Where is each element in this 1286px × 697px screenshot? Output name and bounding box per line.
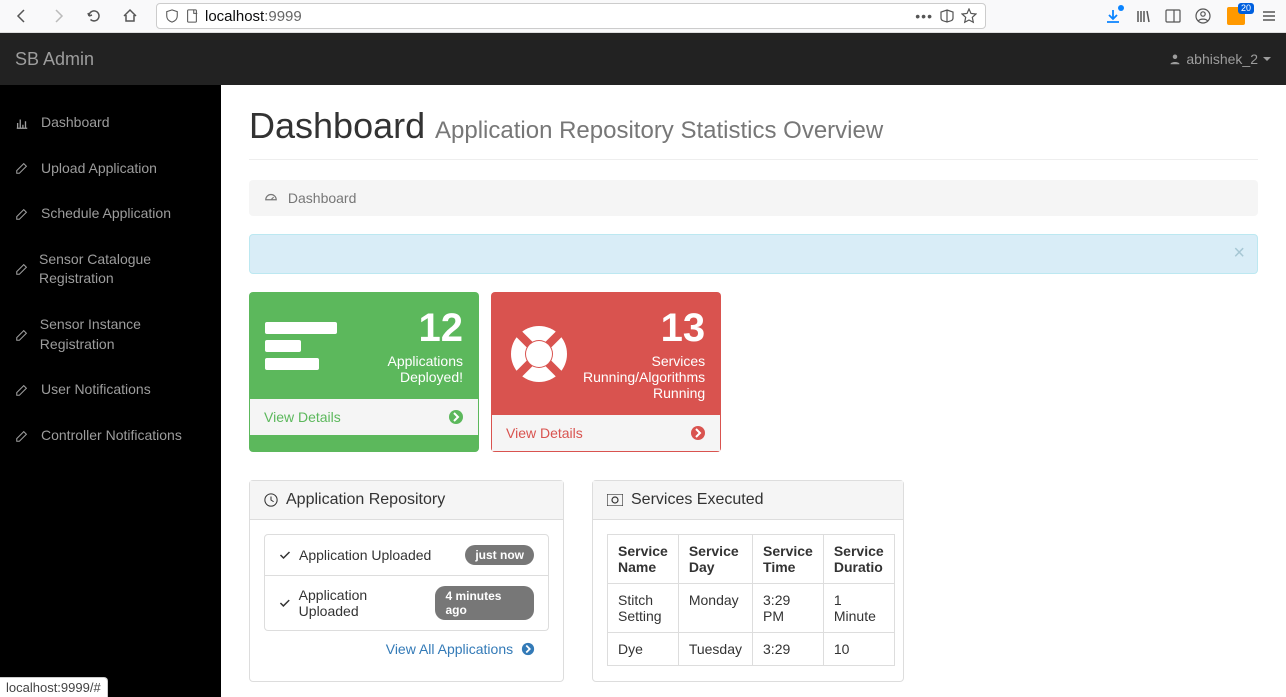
shield-icon bbox=[165, 9, 179, 23]
breadcrumb-text: Dashboard bbox=[288, 190, 357, 206]
main-content: Dashboard Application Repository Statist… bbox=[221, 85, 1286, 697]
sidebar-icon[interactable] bbox=[1164, 7, 1182, 25]
star-icon[interactable] bbox=[961, 8, 977, 24]
account-icon[interactable] bbox=[1194, 7, 1212, 25]
table-row: Stitch SettingMonday3:29 PM1 Minute bbox=[608, 584, 895, 633]
sidebar: Dashboard Upload Application Schedule Ap… bbox=[0, 85, 221, 697]
dashboard-icon bbox=[264, 190, 282, 206]
list-item[interactable]: Application Uploaded4 minutes ago bbox=[264, 576, 549, 631]
extension-icon[interactable]: 20 bbox=[1224, 7, 1248, 25]
list-item[interactable]: Application Uploadedjust now bbox=[264, 534, 549, 576]
time-badge: just now bbox=[465, 545, 534, 565]
user-menu[interactable]: abhishek_2 bbox=[1169, 51, 1271, 67]
sidebar-item-controller-notifications[interactable]: Controller Notifications bbox=[0, 413, 221, 459]
table-header: Service Duratio bbox=[823, 535, 894, 584]
arrow-circle-right-icon bbox=[521, 642, 535, 656]
caret-down-icon bbox=[1263, 55, 1271, 63]
table-header: Service Day bbox=[678, 535, 752, 584]
chart-icon bbox=[15, 116, 31, 130]
edit-icon bbox=[15, 161, 31, 175]
repo-panel: Application Repository Application Uploa… bbox=[249, 480, 564, 682]
sidebar-label: Upload Application bbox=[41, 159, 157, 179]
page-header: Dashboard Application Repository Statist… bbox=[249, 105, 1258, 160]
arrow-circle-right-icon bbox=[690, 425, 706, 441]
time-badge: 4 minutes ago bbox=[435, 586, 534, 620]
url-text: localhost:9999 bbox=[205, 8, 909, 25]
alert-close-button[interactable]: × bbox=[1233, 243, 1245, 263]
menu-icon[interactable] bbox=[1260, 7, 1278, 25]
sidebar-item-user-notifications[interactable]: User Notifications bbox=[0, 367, 221, 413]
services-panel: Services Executed Service NameService Da… bbox=[592, 480, 904, 682]
stat-panel-green: 12 Applications Deployed! View Details bbox=[249, 292, 479, 452]
sidebar-label: Sensor Instance Registration bbox=[40, 315, 206, 354]
alert: × bbox=[249, 234, 1258, 274]
home-button[interactable] bbox=[116, 2, 144, 30]
table-row: DyeTuesday3:2910 bbox=[608, 633, 895, 666]
panel-title: Application Repository bbox=[286, 491, 445, 509]
stat-number: 12 bbox=[351, 306, 463, 351]
download-icon[interactable] bbox=[1104, 7, 1122, 25]
check-icon bbox=[279, 597, 291, 609]
stat-view-details[interactable]: View Details bbox=[491, 415, 721, 452]
sidebar-item-sensor-instance[interactable]: Sensor Instance Registration bbox=[0, 302, 221, 367]
check-icon bbox=[279, 549, 291, 561]
sidebar-label: User Notifications bbox=[41, 380, 151, 400]
clock-icon bbox=[264, 493, 278, 507]
stat-number: 13 bbox=[583, 306, 705, 351]
arrow-circle-right-icon bbox=[448, 409, 464, 425]
edit-icon bbox=[15, 262, 29, 276]
stat-label: Services Running/Algorithms Running bbox=[583, 353, 705, 401]
panel-title: Services Executed bbox=[631, 491, 764, 509]
reload-button[interactable] bbox=[80, 2, 108, 30]
table-header: Service Name bbox=[608, 535, 679, 584]
edit-icon bbox=[15, 429, 31, 443]
brand[interactable]: SB Admin bbox=[15, 49, 94, 70]
sidebar-item-sensor-catalogue[interactable]: Sensor Catalogue Registration bbox=[0, 237, 221, 302]
sidebar-item-upload-application[interactable]: Upload Application bbox=[0, 146, 221, 192]
back-button[interactable] bbox=[8, 2, 36, 30]
stat-view-details[interactable]: View Details bbox=[249, 399, 479, 436]
user-name: abhishek_2 bbox=[1186, 51, 1258, 67]
tasks-icon bbox=[265, 318, 339, 374]
edit-icon bbox=[15, 207, 31, 221]
sidebar-label: Sensor Catalogue Registration bbox=[39, 250, 206, 289]
reader-icon[interactable] bbox=[939, 8, 955, 24]
page-subtitle: Application Repository Statistics Overvi… bbox=[435, 117, 883, 144]
status-bar: localhost:9999/# bbox=[0, 677, 108, 697]
stat-panel-red: 13 Services Running/Algorithms Running V… bbox=[491, 292, 721, 452]
money-icon bbox=[607, 494, 623, 506]
library-icon[interactable] bbox=[1134, 7, 1152, 25]
sidebar-label: Schedule Application bbox=[41, 204, 171, 224]
browser-toolbar: localhost:9999 ••• 20 bbox=[0, 0, 1286, 33]
stat-label: Applications Deployed! bbox=[351, 353, 463, 385]
view-all-link[interactable]: View All Applications bbox=[264, 631, 549, 667]
support-icon bbox=[507, 322, 571, 386]
sidebar-item-schedule-application[interactable]: Schedule Application bbox=[0, 191, 221, 237]
edit-icon bbox=[15, 328, 30, 342]
page-title: Dashboard bbox=[249, 105, 425, 146]
sidebar-label: Controller Notifications bbox=[41, 426, 182, 446]
edit-icon bbox=[15, 383, 31, 397]
sidebar-label: Dashboard bbox=[41, 113, 110, 133]
page-icon bbox=[185, 9, 199, 23]
services-table: Service NameService DayService TimeServi… bbox=[607, 534, 895, 666]
user-icon bbox=[1169, 53, 1181, 65]
table-header: Service Time bbox=[753, 535, 824, 584]
breadcrumb: Dashboard bbox=[249, 180, 1258, 216]
ellipsis-icon[interactable]: ••• bbox=[915, 8, 933, 24]
forward-button[interactable] bbox=[44, 2, 72, 30]
app-navbar: SB Admin abhishek_2 bbox=[0, 33, 1286, 85]
url-bar[interactable]: localhost:9999 ••• bbox=[156, 3, 986, 29]
sidebar-item-dashboard[interactable]: Dashboard bbox=[0, 100, 221, 146]
